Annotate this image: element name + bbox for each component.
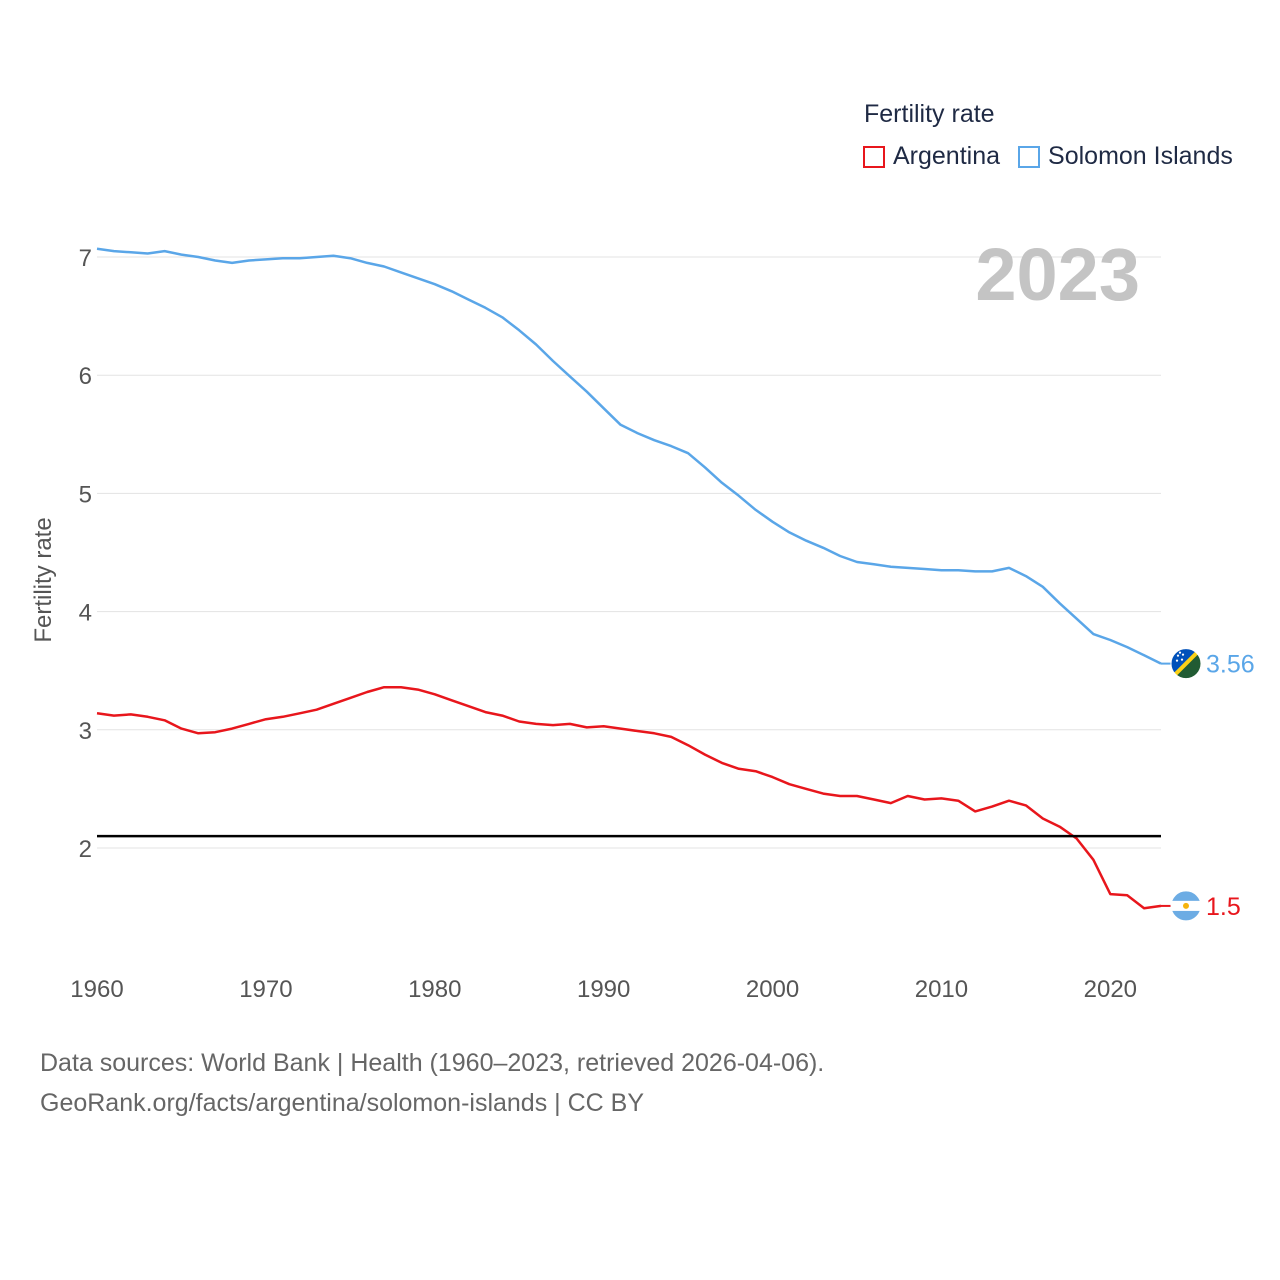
y-tick-label-4: 4 [79, 600, 92, 627]
legend-swatch-argentina [863, 145, 885, 168]
x-tick-label-2000: 2000 [746, 976, 799, 1003]
x-axis-ticks: 1960 1970 1980 1990 2000 2010 2020 [70, 976, 1137, 1003]
year-watermark: 2023 [975, 233, 1140, 316]
y-tick-label-2: 2 [79, 836, 92, 863]
y-tick-label-5: 5 [79, 481, 92, 508]
footer: Data sources: World Bank | Health (1960–… [40, 1043, 824, 1123]
end-value-label-argentina: 1.5 [1206, 893, 1241, 921]
flag-icon-solomon-islands [1171, 648, 1201, 679]
series-line-solomon-islands [96, 247, 1162, 665]
legend-label-argentina: Argentina [893, 142, 1001, 170]
legend-item-solomon-islands[interactable]: Solomon Islands [1018, 142, 1233, 171]
y-tick-label-3: 3 [79, 718, 92, 745]
series-line-argentina [96, 685, 1162, 910]
x-tick-label-1970: 1970 [239, 976, 292, 1003]
footer-sources: Data sources: World Bank | Health (1960–… [40, 1049, 825, 1077]
footer-attribution[interactable]: GeoRank.org/facts/argentina/solomon-isla… [40, 1089, 645, 1117]
series-end-markers: 1.5 3.56 [1161, 648, 1255, 922]
x-tick-label-1980: 1980 [408, 976, 461, 1003]
x-tick-label-1990: 1990 [577, 976, 630, 1003]
legend-item-argentina[interactable]: Argentina [863, 142, 1000, 171]
x-tick-label-1960: 1960 [70, 976, 123, 1003]
legend-title: Fertility rate [864, 100, 995, 128]
legend-swatch-solomon-islands [1018, 145, 1041, 168]
series-lines [96, 247, 1162, 910]
y-tick-label-7: 7 [79, 245, 92, 272]
y-axis-label: Fertility rate [30, 517, 57, 642]
y-tick-label-6: 6 [79, 363, 92, 390]
x-tick-label-2010: 2010 [915, 976, 968, 1003]
gridlines [97, 256, 1161, 849]
legend: Argentina Solomon Islands [863, 142, 1251, 171]
legend-label-solomon-islands: Solomon Islands [1048, 142, 1233, 170]
x-tick-label-2020: 2020 [1084, 976, 1137, 1003]
y-axis-ticks: 2 3 4 5 6 7 [79, 245, 92, 863]
end-value-label-solomon-islands: 3.56 [1206, 651, 1255, 679]
flag-icon-argentina [1171, 890, 1201, 921]
